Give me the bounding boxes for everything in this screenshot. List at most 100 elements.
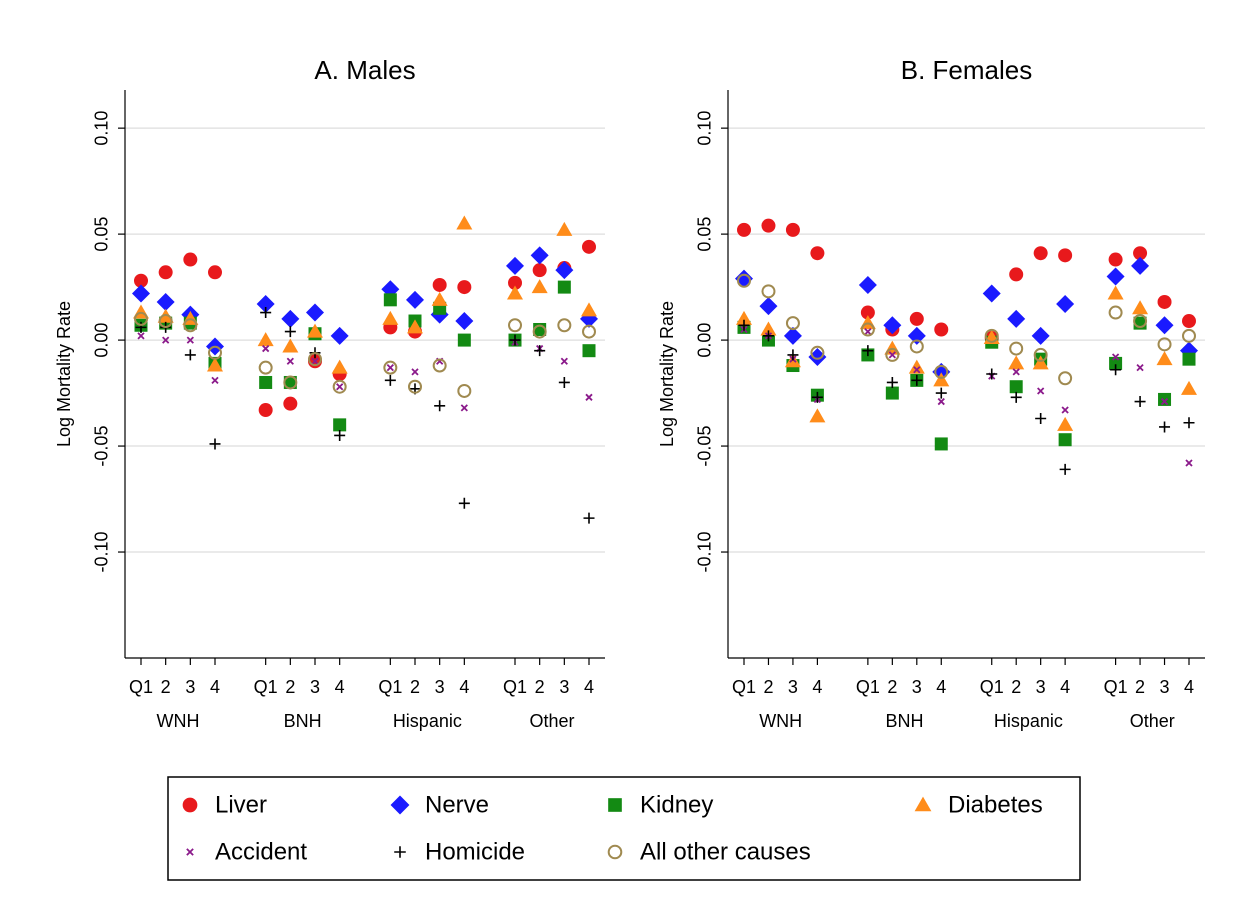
point: [508, 275, 522, 290]
point: [933, 372, 950, 387]
point: [137, 332, 145, 340]
point: [531, 279, 548, 294]
point: [434, 400, 446, 412]
group-label: Hispanic: [994, 711, 1063, 731]
point: [162, 336, 170, 344]
point: [1160, 397, 1169, 406]
point: [256, 295, 275, 314]
point: [886, 376, 898, 388]
point: [532, 263, 547, 278]
point: [432, 358, 447, 373]
point: [135, 321, 147, 333]
y-tick-label: -0.05: [92, 426, 112, 467]
point: [331, 359, 348, 374]
panel-title: B. Females: [901, 55, 1033, 85]
point: [158, 314, 173, 329]
point: [257, 332, 274, 347]
x-tick-label: Q1: [980, 677, 1004, 697]
point: [333, 418, 347, 432]
point: [582, 344, 596, 358]
point: [556, 221, 573, 236]
point: [209, 438, 221, 450]
point: [1136, 364, 1144, 372]
point: [259, 375, 273, 389]
point: [888, 351, 896, 359]
point: [759, 297, 778, 316]
point: [158, 265, 173, 280]
x-tick-label: 4: [812, 677, 822, 697]
point: [1108, 305, 1123, 320]
point: [1009, 380, 1023, 394]
point: [1133, 246, 1148, 261]
x-tick-label: 2: [1011, 677, 1021, 697]
x-tick-label: 4: [1184, 677, 1194, 697]
point: [306, 303, 324, 322]
point: [1110, 364, 1122, 376]
point: [1009, 341, 1024, 356]
point: [407, 319, 423, 334]
point: [1056, 295, 1075, 314]
point: [307, 323, 323, 338]
x-tick-label: Q1: [129, 677, 153, 697]
point: [286, 357, 294, 365]
point: [183, 252, 198, 267]
point: [557, 318, 572, 333]
point: [787, 349, 799, 361]
point: [134, 273, 148, 288]
point: [506, 256, 524, 275]
point: [1033, 347, 1048, 362]
y-tick-label: 0.00: [695, 323, 715, 358]
point: [864, 327, 872, 336]
y-tick-label: 0.00: [92, 323, 112, 358]
point: [986, 368, 998, 380]
point: [908, 359, 925, 374]
point: [260, 307, 272, 319]
x-tick-label: 2: [410, 677, 420, 697]
point: [1035, 413, 1047, 425]
point: [911, 374, 923, 386]
point: [585, 393, 593, 401]
legend-marker: [186, 848, 194, 856]
point: [1007, 309, 1026, 328]
point: [761, 284, 776, 299]
x-tick-label: Q1: [856, 677, 880, 697]
point: [1109, 356, 1123, 370]
x-tick-label: 3: [435, 677, 445, 697]
point: [262, 344, 270, 353]
legend-marker: [394, 846, 406, 858]
point: [311, 357, 319, 365]
point: [282, 338, 299, 353]
x-tick-label: 2: [1135, 677, 1145, 697]
point: [411, 368, 419, 376]
y-tick-label: -0.10: [92, 532, 112, 573]
legend-box: [167, 776, 1081, 881]
point: [560, 357, 568, 365]
point: [761, 218, 776, 233]
y-axis-label: Log Mortality Rate: [657, 301, 677, 447]
point: [862, 345, 874, 357]
legend-label: Liver: [215, 791, 267, 818]
x-tick-label: Q1: [503, 677, 527, 697]
point: [913, 366, 921, 374]
x-tick-label: 3: [788, 677, 798, 697]
point: [134, 311, 148, 326]
series: [737, 273, 1196, 386]
point: [383, 293, 397, 307]
point: [1058, 433, 1072, 447]
point: [984, 328, 999, 343]
point: [1159, 421, 1171, 433]
point: [860, 305, 875, 320]
x-tick-label: 4: [1060, 677, 1070, 697]
point: [1133, 314, 1148, 329]
point: [783, 326, 802, 345]
point: [208, 265, 222, 280]
point: [1182, 314, 1196, 329]
point: [457, 333, 471, 347]
x-tick-label: 4: [335, 677, 345, 697]
point: [785, 316, 800, 331]
series: [137, 332, 593, 412]
point: [1012, 368, 1020, 376]
point: [1183, 417, 1195, 429]
y-tick-label: -0.05: [695, 426, 715, 467]
